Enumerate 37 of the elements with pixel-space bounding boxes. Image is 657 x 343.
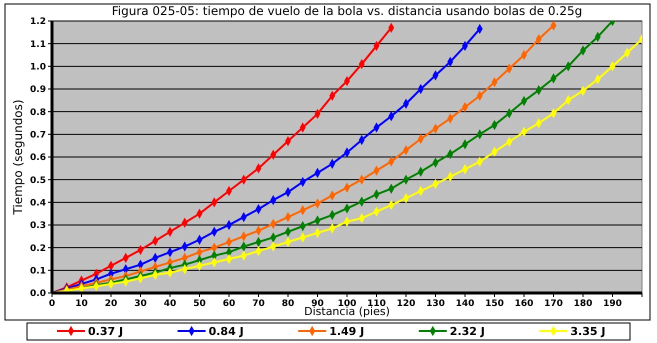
y-tick-label: 1.1 [30,40,46,50]
x-tick-label: 80 [282,299,294,309]
legend-label: 1.49 J [329,324,364,338]
legend-label: 3.35 J [570,324,606,338]
x-tick-label: 60 [222,299,236,309]
x-tick-label: 190 [603,299,622,309]
y-tick-label: 0.3 [30,221,46,232]
y-tick-label: 0.0 [30,289,46,300]
x-tick-label: 150 [485,299,504,309]
x-tick-label: 130 [426,299,445,309]
x-tick-label: 0 [48,299,56,309]
y-tick-label: 0.4 [30,198,46,208]
y-tick-label: 0.1 [30,266,46,276]
x-tick-label: 180 [574,299,592,309]
y-tick-label: 0.7 [30,130,46,140]
x-tick-label: 10 [75,299,88,309]
legend-label: 0.84 J [208,324,244,338]
chart-title: Figura 025-05: tiempo de vuelo de la bola vs. distancia usando bolas de 0.25g [112,4,582,18]
x-tick-label: 40 [164,299,176,309]
x-tick-label: 50 [193,299,206,309]
y-tick-label: 0.5 [30,176,46,186]
y-tick-label: 0.6 [30,153,46,164]
y-tick-label: 1.0 [30,62,46,72]
x-tick-label: 30 [134,299,147,309]
legend-label: 2.32 J [450,324,485,338]
y-axis-title: Tiempo (segundos) [11,99,25,216]
y-tick-label: 0.2 [30,244,46,254]
x-tick-label: 20 [104,299,118,309]
legend-label: 0.37 J [88,324,124,338]
x-tick-label: 120 [396,299,416,309]
x-tick-label: 140 [456,299,474,309]
x-tick-label: 70 [252,299,265,309]
y-tick-label: 1.2 [30,17,46,28]
x-tick-label: 160 [514,299,534,309]
y-tick-label: 0.9 [30,85,46,96]
y-tick-label: 0.8 [30,108,46,118]
x-tick-label: 170 [544,299,563,309]
